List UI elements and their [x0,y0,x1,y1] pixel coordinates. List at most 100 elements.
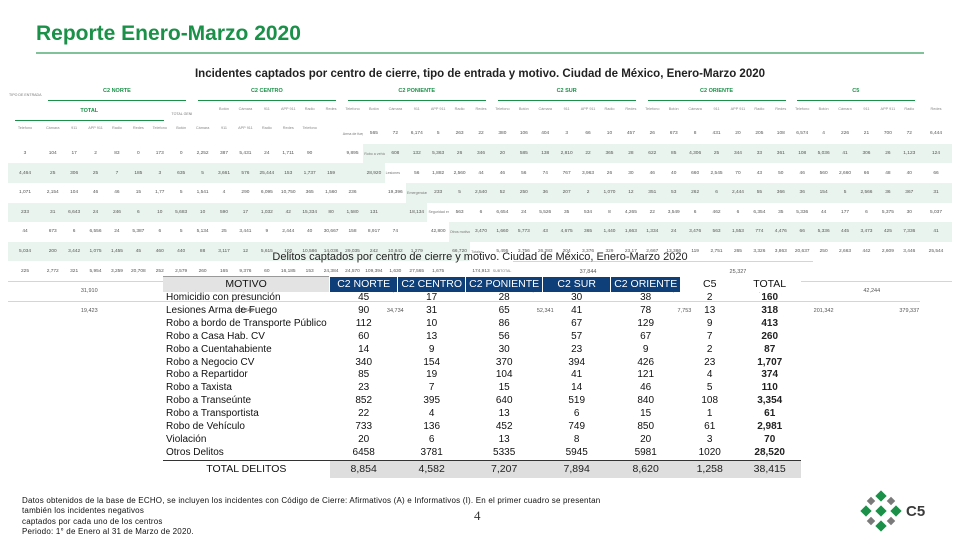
data-cell: 31 [920,182,952,203]
value-cell: 2 [706,292,713,303]
value-cell: 15 [640,408,652,420]
group-header: C2 NORTE [42,85,192,105]
data-cell: 6 [479,209,483,215]
data-cell: 367 [898,182,920,203]
data-cell: 40 [671,170,677,176]
total-cell: 1,258 [680,459,739,478]
data-cell: 3,442 [63,241,85,262]
table2-title: Delitos captados por centro de cierre y … [272,251,688,263]
data-cell: 15,334 [298,202,321,223]
data-cell: 5,134 [196,229,209,235]
value-cell: 413 [761,317,779,329]
data-cell: 673 [669,131,678,137]
data-cell: 46 [114,190,120,196]
subcolumn-header: Botón [368,106,379,111]
value-cell: 394 [568,356,586,368]
motivo-cell: Robo a Negocio CV [166,356,255,368]
data-cell: 5,683 [170,202,192,223]
data-cell: 46 [499,170,506,176]
value-cell: 6 [573,408,580,420]
data-cell: 205 [755,131,764,137]
data-cell: 28 [620,143,642,164]
data-cell: 431 [712,131,721,137]
data-cell: 3 [149,163,171,183]
data-cell: 5 [179,229,183,235]
data-cell: 119 [691,249,699,255]
data-cell: 3,863 [774,249,787,255]
value-cell: 160 [761,292,779,303]
motivo-cell: Robo a Repartidor [166,369,248,381]
value-cell: 61 [764,408,776,420]
data-cell: 3,446 [903,249,916,255]
data-cell: 40 [906,170,912,176]
data-cell: 2,540 [470,182,492,203]
group-name: C5 [852,88,860,95]
subcolumn-header: Radio [261,126,272,131]
data-cell: 5,375 [881,209,894,215]
data-cell: 16,185 [280,268,296,274]
motivo-cell: Robo a Taxista [166,382,232,394]
value-cell: 129 [637,317,655,329]
data-cell: 1,553 [727,222,749,242]
subcolumn-header: APP 911 [280,106,296,111]
group-header: C2 PONIENTE [342,85,492,105]
grandtotal-cell: 52,341 [470,300,621,321]
data-cell: 10,642 [384,241,407,262]
data-cell: 104 [70,190,79,196]
value-cell: 110 [761,382,778,394]
data-cell: 0 [137,151,140,157]
data-cell: 158 [348,229,357,235]
c5-logo-icon [860,490,902,532]
data-cell: 440 [170,241,192,262]
crimes-table-header: MOTIVO C2 NORTE C2 CENTRO C2 PONIENTE C2 SUR… [163,276,802,292]
title-divider [36,52,924,54]
grandtotal-cell: 7,753 [620,300,749,321]
value-cell: 70 [764,433,776,445]
group-underline [796,100,915,102]
value-cell: 370 [495,356,513,368]
data-cell: 306 [855,143,878,164]
value-cell: 57 [571,330,583,342]
subcolumn-header: Redes [930,106,942,111]
data-cell: 3 [565,131,568,137]
data-cell: 1,032 [256,202,278,223]
data-cell: 26 [448,143,471,164]
value-cell: 426 [637,356,655,368]
group-name: C2 ORIENTE [700,88,734,95]
value-cell: 30 [498,343,510,355]
data-cell: 185 [127,163,150,183]
data-cell: 66 [863,170,870,176]
row-total: 18,134 [406,202,428,223]
value-cell: 5945 [565,446,588,458]
subcolumn-header: APP 911 [730,106,746,111]
row-total: 42,800 [430,229,446,235]
data-cell: 2,751 [710,249,723,255]
data-cell: 12 [234,241,257,262]
data-cell: 4,265 [624,209,637,215]
value-cell: 10 [426,317,438,329]
data-cell: 88 [191,241,214,262]
data-cell: 124 [920,143,952,164]
data-cell: 5,495 [496,249,509,255]
data-cell: 80 [320,202,342,223]
data-cell: 260 [198,268,207,274]
subcolumn-header: Telefono [152,126,167,131]
row-total: 19,396 [388,190,403,196]
data-cell: 23,17 [624,249,637,255]
data-cell: 321 [70,268,79,274]
table-row: Robo a Transportista 22 4 13 6 15 1 61 [163,408,801,421]
data-cell: 33 [748,143,771,164]
data-cell: 3,326 [753,249,766,255]
data-cell: 30 [628,170,634,176]
value-cell: 85 [358,369,370,381]
data-cell: 462 [712,209,721,215]
value-cell: 23 [571,343,583,355]
data-cell [427,241,449,262]
data-cell: 1,675 [432,268,445,274]
data-cell: 4,464 [8,163,42,183]
value-cell: 108 [701,395,719,407]
row-total: 66,720 [448,241,471,262]
subtotal-label: SUBTOTAL [492,269,512,274]
data-cell: 12 [620,182,642,203]
data-cell: 635 [170,163,192,183]
